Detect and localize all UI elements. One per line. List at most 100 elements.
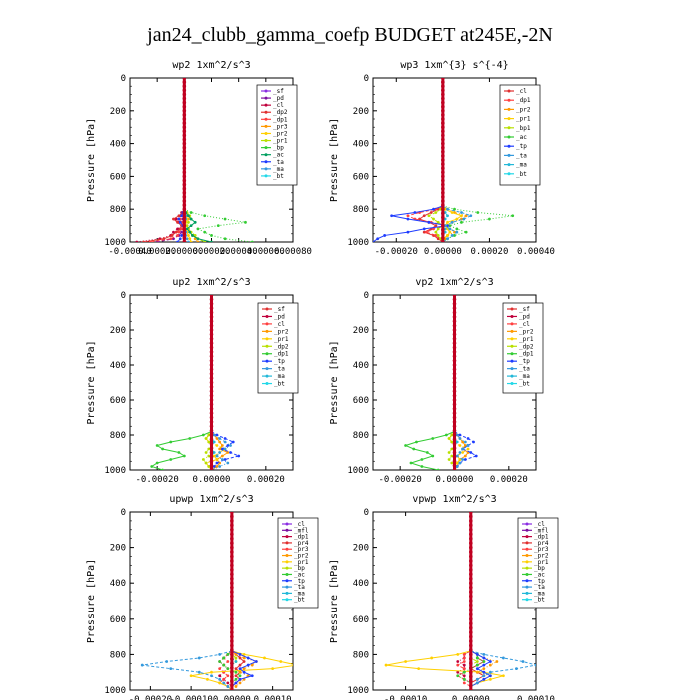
zero-line-marker xyxy=(452,433,457,437)
series-line-_dp1 xyxy=(150,431,212,470)
panel-1: wp3 1xm^{3} s^{-4} Pressure [hPa] 0 200 400 6… xyxy=(329,60,555,257)
zero-line-marker xyxy=(441,158,445,162)
legend-label: _pr1 xyxy=(294,559,309,566)
data-point xyxy=(469,214,473,218)
data-point xyxy=(456,674,460,678)
data-point xyxy=(450,454,454,458)
zero-line-marker xyxy=(209,441,214,446)
data-point xyxy=(482,667,486,671)
legend-marker xyxy=(510,344,514,348)
legend-marker xyxy=(285,541,289,545)
data-point xyxy=(169,667,173,671)
data-point xyxy=(482,663,486,667)
y-tick-label: 400 xyxy=(353,579,369,589)
zero-line-marker xyxy=(469,648,473,652)
zero-line-marker xyxy=(209,406,214,411)
zero-line-marker xyxy=(209,332,214,337)
data-point xyxy=(475,656,479,660)
zero-line-marker xyxy=(452,380,457,385)
zero-line-marker xyxy=(469,652,473,657)
data-point xyxy=(207,447,211,451)
x-tick-label: 0.00000 xyxy=(213,695,251,700)
data-point xyxy=(215,461,219,465)
zero-line-marker xyxy=(230,617,234,621)
data-point xyxy=(218,451,222,454)
zero-line-marker xyxy=(452,295,457,297)
zero-line-marker xyxy=(452,297,457,302)
legend-marker xyxy=(285,547,289,551)
zero-line-marker xyxy=(209,420,214,424)
data-point xyxy=(220,458,224,461)
zero-line-marker xyxy=(230,630,234,634)
data-point xyxy=(432,217,435,221)
data-point xyxy=(464,214,468,218)
data-point xyxy=(207,440,211,444)
legend-label: _cl xyxy=(294,521,305,528)
panel-title: wp3 1xm^{3} s^{-4} xyxy=(400,60,508,71)
zero-line-marker xyxy=(469,621,473,626)
zero-line-marker xyxy=(441,219,445,224)
zero-line-marker xyxy=(452,402,457,407)
data-point xyxy=(515,667,518,671)
data-point xyxy=(148,240,152,242)
legend-marker xyxy=(510,322,514,326)
zero-line-marker xyxy=(230,576,234,581)
legend-label: _tp xyxy=(274,358,285,365)
data-point xyxy=(482,660,486,663)
zero-line-marker xyxy=(182,92,187,97)
data-point xyxy=(188,237,192,241)
legend-label: _pr4 xyxy=(534,540,549,547)
data-point xyxy=(475,677,479,681)
legend-box xyxy=(499,84,541,186)
data-point xyxy=(218,660,222,663)
data-point xyxy=(174,230,178,234)
zero-line-marker xyxy=(452,415,457,420)
data-point xyxy=(488,670,492,674)
y-tick-label: 800 xyxy=(110,431,126,441)
data-point xyxy=(182,454,186,458)
data-point xyxy=(176,220,179,224)
data-point xyxy=(475,681,479,685)
data-point xyxy=(229,444,232,447)
data-point xyxy=(215,444,219,447)
x-tick-label: 0.00020 xyxy=(490,475,528,485)
y-tick-label: 400 xyxy=(110,361,126,371)
data-point xyxy=(406,217,410,221)
legend-marker xyxy=(264,146,268,150)
legend-marker xyxy=(265,374,269,378)
zero-line-marker xyxy=(230,679,234,683)
data-point xyxy=(461,458,465,461)
zero-line-marker xyxy=(469,634,473,639)
data-point xyxy=(220,444,224,447)
zero-line-marker xyxy=(441,88,445,93)
legend-label: _pd xyxy=(519,313,530,320)
legend-marker xyxy=(264,153,268,157)
legend-marker xyxy=(264,174,268,178)
y-tick-label: 400 xyxy=(110,140,126,150)
legend-marker xyxy=(525,579,529,583)
zero-line-marker xyxy=(469,514,473,519)
data-point xyxy=(218,465,222,468)
data-point xyxy=(502,674,505,678)
data-point xyxy=(254,660,258,663)
zero-line-marker xyxy=(209,336,214,341)
data-point xyxy=(191,234,194,237)
y-tick-label: 400 xyxy=(353,140,369,150)
legend-label: _bt xyxy=(516,171,527,178)
series-group xyxy=(404,295,478,470)
legend-label: _dp1 xyxy=(294,534,309,541)
zero-line-marker xyxy=(441,78,445,80)
zero-line-marker xyxy=(182,162,187,166)
data-point xyxy=(476,211,480,214)
zero-line-marker xyxy=(182,154,187,158)
data-point xyxy=(461,447,465,451)
zero-line-marker xyxy=(441,133,445,138)
zero-line-marker xyxy=(230,674,234,679)
data-point xyxy=(429,211,433,214)
data-point xyxy=(406,230,410,234)
zero-line-marker xyxy=(441,178,445,183)
zero-line-marker xyxy=(469,512,473,514)
series-line-_dp1 xyxy=(456,650,472,690)
zero-line-marker xyxy=(209,428,214,433)
legend-marker xyxy=(507,153,511,157)
